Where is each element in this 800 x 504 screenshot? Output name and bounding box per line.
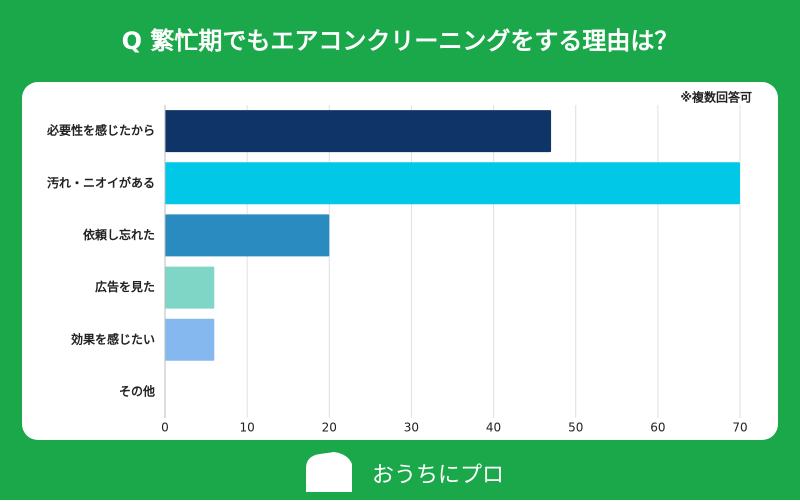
- logo: おうちにプロ: [306, 452, 504, 492]
- x-tick-label: 70: [732, 421, 747, 435]
- x-tick-label: 20: [322, 421, 337, 435]
- y-tick-label: 汚れ・ニオイがある: [47, 175, 155, 190]
- logo-icon: [306, 452, 352, 492]
- y-tick-label: 広告を見た: [95, 279, 155, 294]
- x-tick-label: 50: [568, 421, 583, 435]
- chart-title: Q 繁忙期でもエアコンクリーニングをする理由は？: [122, 27, 679, 55]
- x-tick-label: 30: [404, 421, 419, 435]
- x-tick-label: 40: [486, 421, 501, 435]
- brand: おうちにプロ: [372, 463, 504, 488]
- x-tick-label: 10: [240, 421, 255, 435]
- bar: [165, 162, 740, 205]
- y-tick-label: 必要性を感じたから: [46, 123, 155, 138]
- bar: [165, 110, 552, 153]
- x-tick-label: 60: [650, 421, 665, 435]
- y-tick-label: その他: [119, 383, 155, 398]
- y-tick-label: 効果を感じたい: [71, 331, 155, 346]
- y-tick-label: 依頼し忘れた: [83, 227, 155, 242]
- bar: [165, 266, 215, 309]
- x-tick-label: 0: [161, 421, 169, 435]
- bar: [165, 318, 215, 361]
- note: ※複数回答可: [680, 90, 752, 105]
- bar: [165, 214, 330, 257]
